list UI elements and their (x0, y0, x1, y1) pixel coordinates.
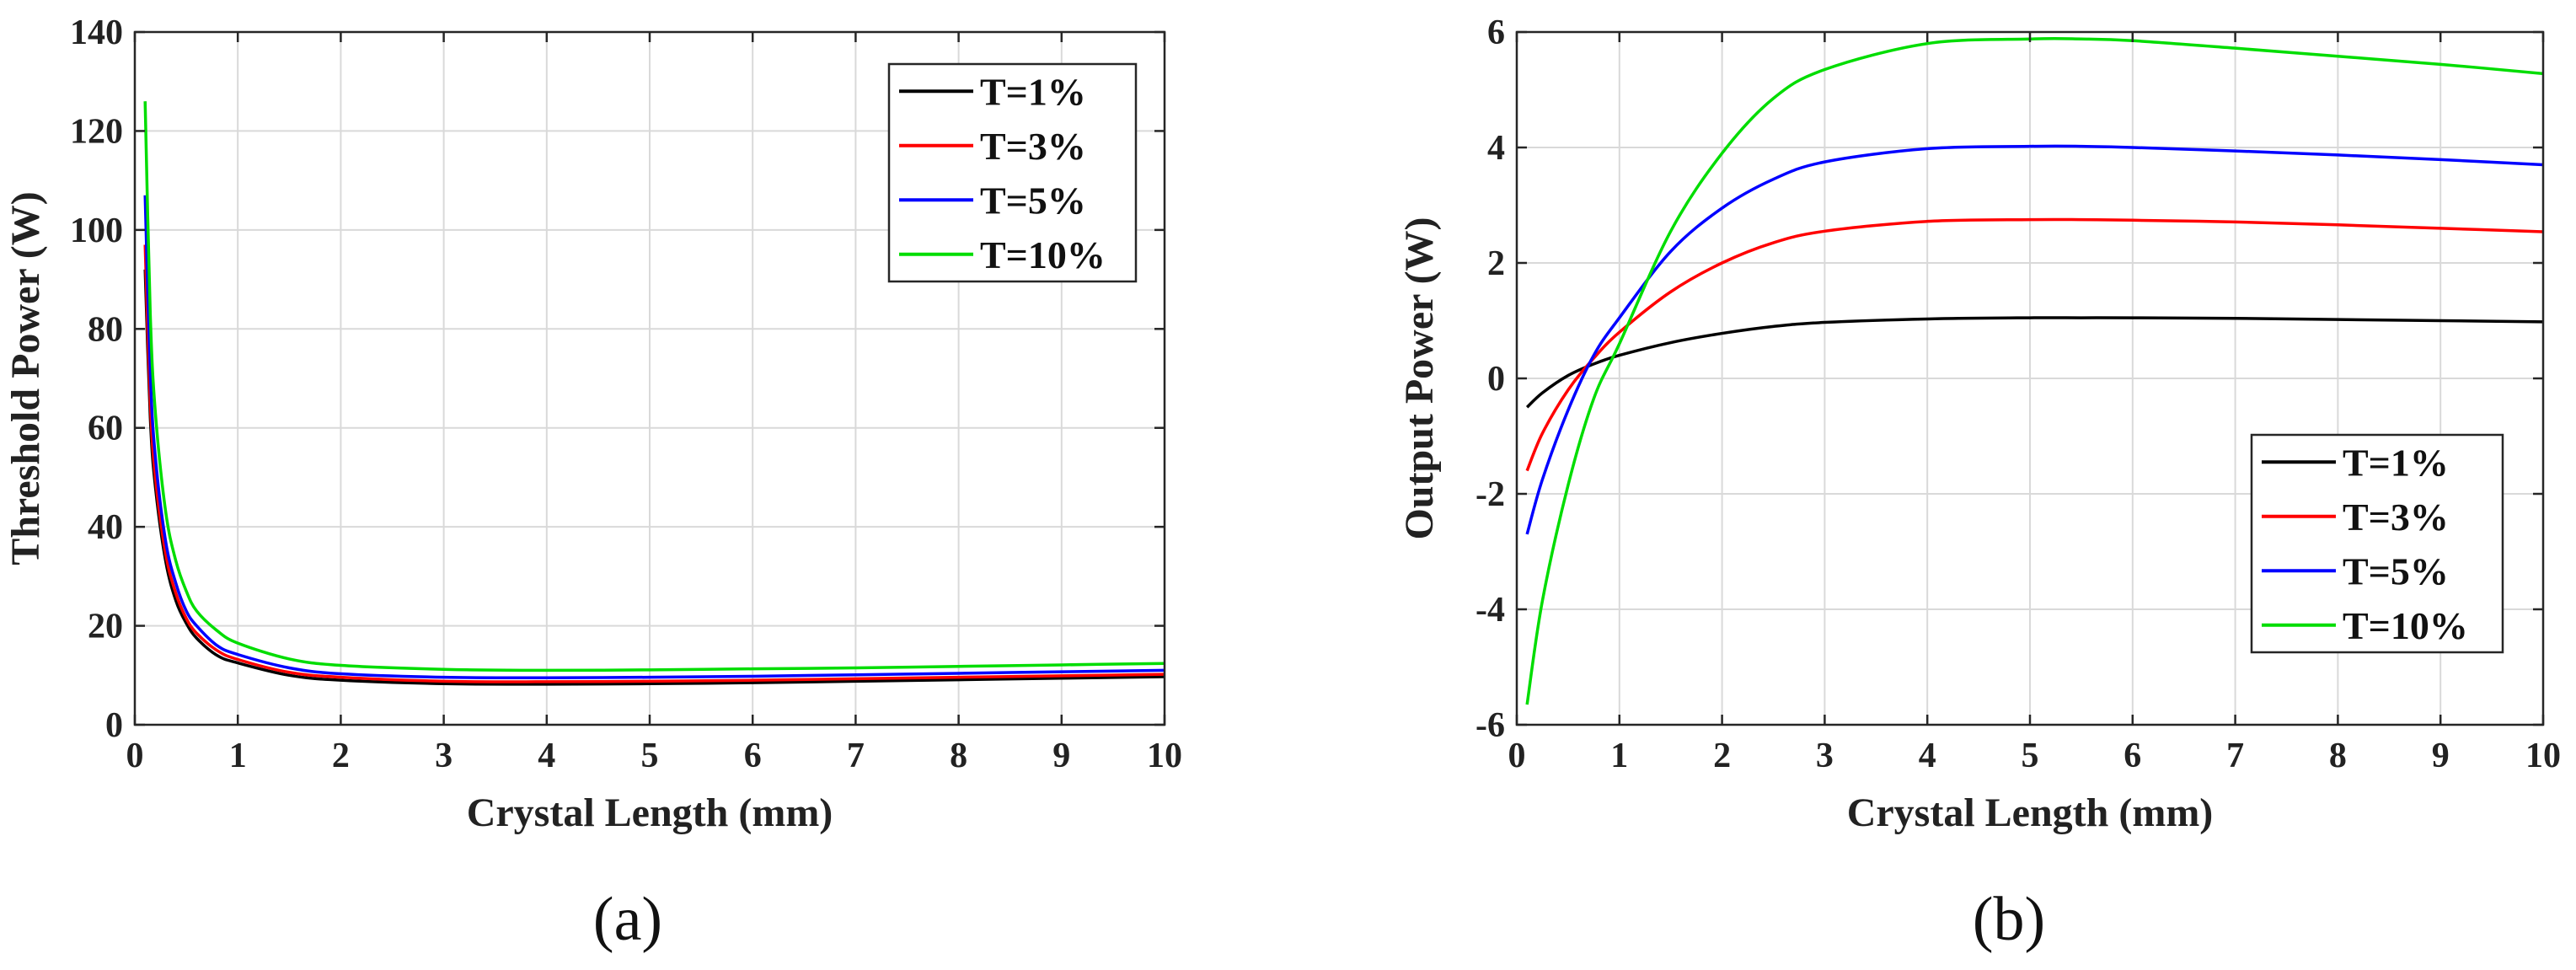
panel-a-y-tick-label: 80 (88, 310, 123, 349)
panel-b-y-tick-label: 6 (1487, 13, 1505, 52)
panel-b-series-line-t5 (1525, 144, 2543, 535)
panel-a-y-tick-label: 20 (88, 608, 123, 646)
panel-b-x-axis-title: Crystal Length (mm) (1847, 790, 2214, 835)
panel-a-label: (a) (593, 885, 662, 954)
panel-b-legend-label: T=10% (2343, 604, 2468, 647)
panel-b-x-tick-label: 9 (2432, 737, 2450, 775)
panel-a-series (143, 101, 1165, 686)
panel-b-legend-label: T=5% (2343, 549, 2449, 592)
panel-a-x-tick-label: 10 (1147, 737, 1182, 775)
panel-a-legend-label: T=10% (980, 233, 1106, 276)
panel-a-x-tick-label: 4 (538, 737, 555, 775)
panel-a-y-tick-label: 100 (70, 212, 123, 250)
panel-a-legend-label: T=5% (980, 179, 1086, 222)
panel-a-x-tick-label: 6 (744, 737, 762, 775)
panel-a-x-tick-label: 7 (847, 737, 865, 775)
panel-a-x-axis-title: Crystal Length (mm) (467, 790, 833, 835)
panel-a-y-tick-label: 120 (70, 112, 123, 151)
panel-a-x-tick-label: 9 (1052, 737, 1070, 775)
panel-b-series-line-t3 (1525, 217, 2543, 472)
panel-b-x-tick-label: 1 (1610, 737, 1628, 775)
panel-a-y-tick-label: 40 (88, 508, 123, 547)
panel-b-x-tick-label: 4 (1919, 737, 1936, 775)
panel-b-series (1525, 36, 2543, 705)
panel-a-x-tick-label: 2 (332, 737, 350, 775)
panel-b-series-line-t1 (1525, 316, 2543, 409)
panel-b-y-tick-label: 0 (1487, 360, 1505, 399)
panel-b-series-line-t10 (1525, 36, 2543, 705)
panel-b-x-tick-label: 10 (2525, 737, 2561, 775)
panel-b-y-tick-label: -4 (1475, 591, 1505, 630)
panel-b-x-tick-label: 7 (2226, 737, 2244, 775)
panel-b-legend: T=1% T=3% T=5% T=10% (2250, 433, 2504, 654)
panel-a-x-tick-label: 1 (229, 737, 247, 775)
panel-b-x-tick-label: 3 (1816, 737, 1834, 775)
panel-a-y-axis-title: Threshold Power (W) (3, 191, 48, 565)
panel-b-x-tick-label: 0 (1508, 737, 1526, 775)
panel-a-series-line-t1 (143, 269, 1165, 686)
panel-b-x-tick-label: 2 (1713, 737, 1731, 775)
panel-b-y-tick-label: 2 (1487, 244, 1505, 283)
panel-b-y-tick-label: -6 (1475, 706, 1505, 745)
panel-b: 0 1 2 3 4 5 6 7 8 9 10 -6 -4 -2 0 2 4 6 Crystal Length (m… (1397, 13, 2561, 954)
panel-b-x-tick-label: 5 (2022, 737, 2039, 775)
panel-b-legend-label: T=1% (2343, 441, 2449, 484)
panel-a-y-tick-label: 140 (70, 13, 123, 52)
panel-a-x-tick-label: 3 (435, 737, 453, 775)
panel-a-legend: T=1% T=3% T=5% T=10% (887, 62, 1138, 283)
panel-b-ticks: 0 1 2 3 4 5 6 7 8 9 10 -6 -4 -2 0 2 4 6 (1475, 13, 2561, 775)
panel-b-legend-label: T=3% (2343, 496, 2449, 539)
panel-a-x-tick-label: 0 (126, 737, 144, 775)
panel-b-label: (b) (1973, 885, 2045, 954)
panel-b-y-tick-label: -2 (1475, 475, 1505, 514)
panel-a-series-line-t10 (143, 101, 1165, 673)
panel-a-series-line-t3 (143, 244, 1165, 683)
panel-b-y-tick-label: 4 (1487, 129, 1505, 168)
panel-b-y-axis-title: Output Power (W) (1397, 217, 1442, 539)
panel-a-legend-box (887, 62, 1138, 283)
panel-a-x-tick-label: 8 (950, 737, 967, 775)
panel-b-x-tick-label: 6 (2123, 737, 2141, 775)
panel-a-y-tick-label: 60 (88, 410, 123, 448)
panel-b-legend-box (2250, 433, 2504, 654)
panel-a-legend-label: T=1% (980, 70, 1086, 113)
panel-b-x-tick-label: 8 (2329, 737, 2347, 775)
panel-a-legend-label: T=3% (980, 125, 1086, 168)
panel-a-x-tick-label: 5 (641, 737, 659, 775)
panel-a-series-line-t5 (143, 195, 1165, 679)
panel-a-y-tick-label: 0 (105, 706, 123, 745)
